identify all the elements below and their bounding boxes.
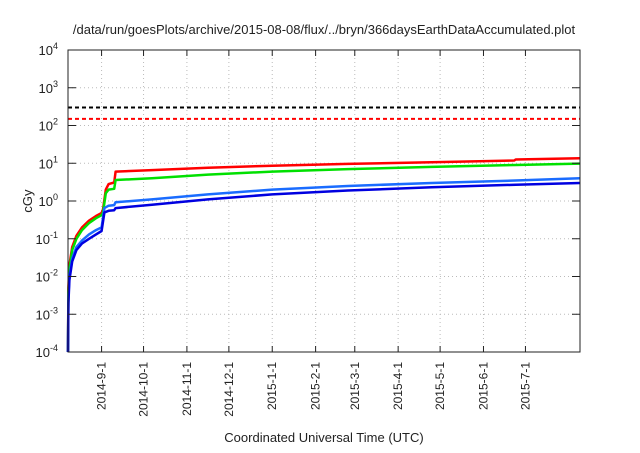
y-axis-label: cGy — [20, 189, 35, 213]
series-line-dark-blue — [66, 181, 581, 353]
y-tick-label: 102 — [39, 117, 58, 134]
x-tick-label: 2014-9-1 — [95, 362, 109, 410]
x-tick-label: 2014-10-1 — [137, 362, 151, 417]
x-tick-label: 2015-1-1 — [265, 362, 279, 410]
x-tick-label: 2015-2-1 — [309, 362, 323, 410]
y-tick-label: 101 — [39, 154, 58, 171]
x-tick-label: 2015-5-1 — [433, 362, 447, 410]
x-tick-label: 2015-3-1 — [348, 362, 362, 410]
y-tick-label: 10-4 — [36, 343, 58, 360]
threshold-lines — [68, 106, 580, 120]
x-tick-label: 2015-6-1 — [476, 362, 490, 410]
chart-title: /data/run/goesPlots/archive/2015-08-08/f… — [73, 22, 576, 37]
y-ticks: 10-4 10-3 10-2 10-1 100 101 102 103 104 — [36, 41, 580, 360]
x-tick-label: 2015-4-1 — [391, 362, 405, 410]
x-ticks: 2014-9-1 2014-10-1 2014-11-1 2014-12-1 2015-… — [95, 50, 532, 417]
x-tick-label: 2014-12-1 — [222, 362, 236, 417]
x-axis-label: Coordinated Universal Time (UTC) — [224, 430, 423, 445]
x-tick-label: 2015-7-1 — [518, 362, 532, 410]
y-tick-label: 104 — [39, 41, 58, 58]
y-tick-label: 100 — [39, 192, 58, 209]
series-line-green — [66, 162, 581, 353]
series-lines — [66, 157, 581, 353]
y-tick-label: 10-3 — [36, 305, 58, 322]
x-tick-label: 2014-11-1 — [180, 362, 194, 416]
y-tick-label: 10-2 — [36, 268, 58, 285]
y-tick-label: 103 — [39, 79, 58, 96]
y-tick-label: 10-1 — [36, 230, 58, 247]
